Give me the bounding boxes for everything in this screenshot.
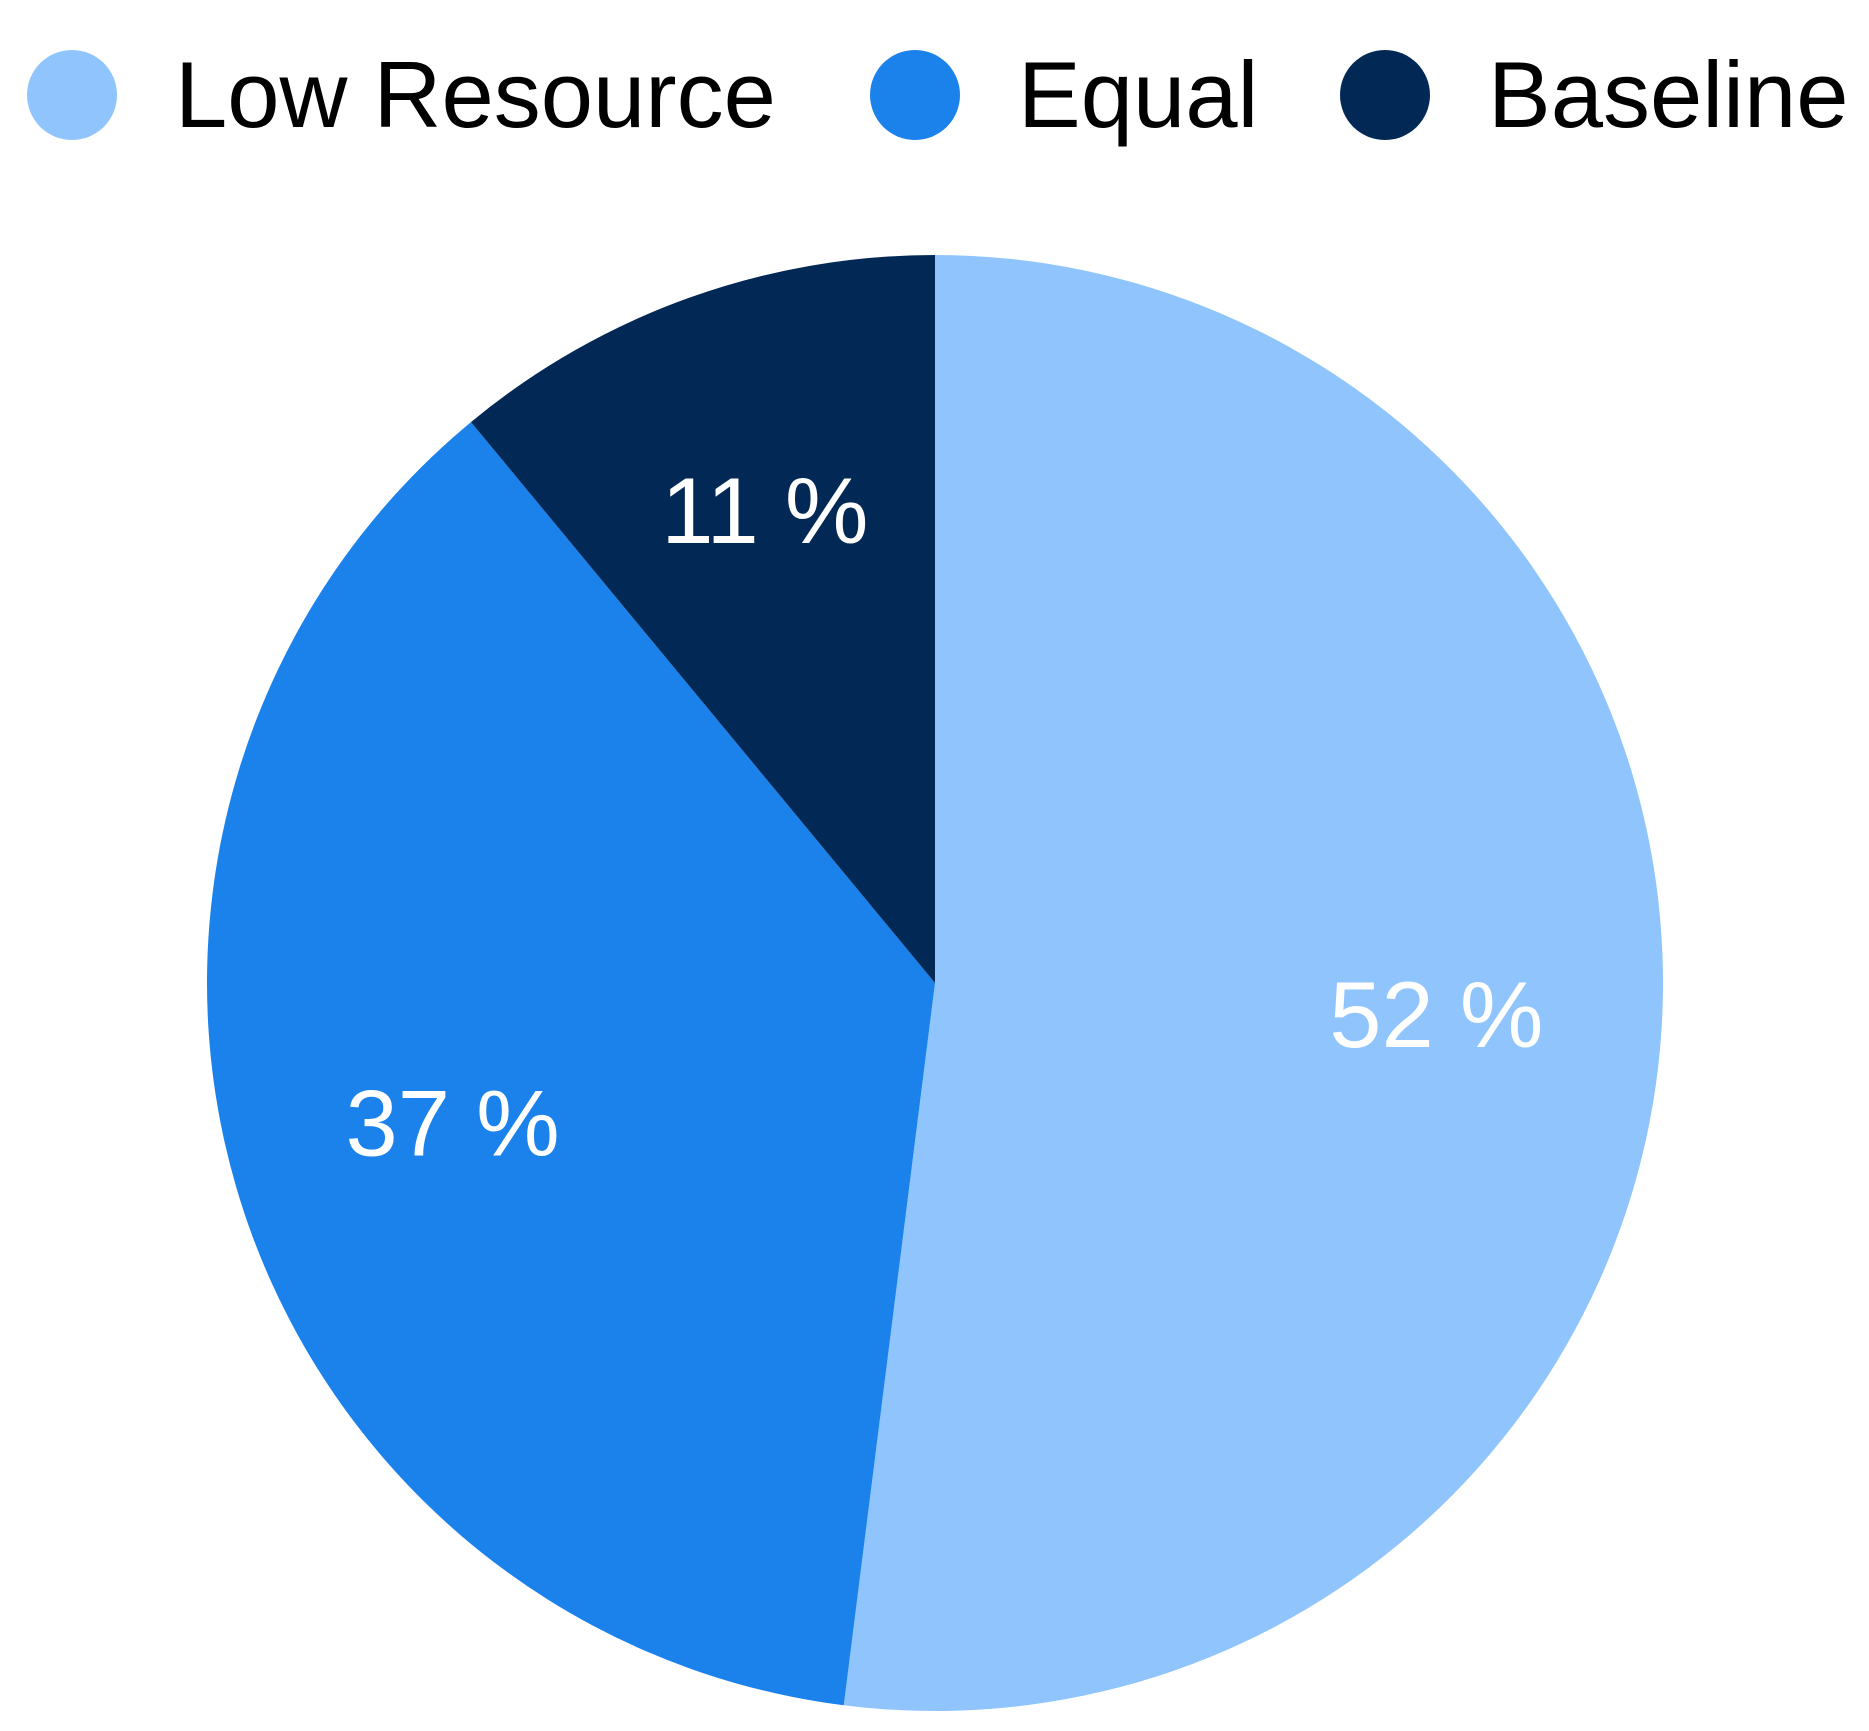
pie-slice-equal [206, 422, 935, 1706]
legend-swatch-low-resource [27, 50, 117, 140]
legend-swatch-baseline [1340, 50, 1430, 140]
legend-label-equal: Equal [1018, 42, 1259, 147]
pie-slice-baseline [470, 255, 935, 983]
legend-item-baseline: Baseline [1340, 42, 1849, 147]
data-label-equal: 37 % [345, 1071, 559, 1176]
data-label-low-resource: 52 % [1329, 962, 1543, 1067]
pie-slices [206, 255, 1663, 1711]
legend-item-low-resource: Low Resource [27, 42, 776, 147]
legend-label-low-resource: Low Resource [175, 42, 776, 147]
pie-slice-low-resource [843, 255, 1663, 1711]
pie-data-labels: 52 % 37 % 11 % [345, 458, 1543, 1176]
chart-legend: Low Resource Equal Baseline [0, 0, 1869, 200]
legend-item-equal: Equal [870, 42, 1259, 147]
data-label-baseline: 11 % [661, 458, 868, 563]
legend-swatch-equal [870, 50, 960, 140]
legend-label-baseline: Baseline [1488, 42, 1849, 147]
